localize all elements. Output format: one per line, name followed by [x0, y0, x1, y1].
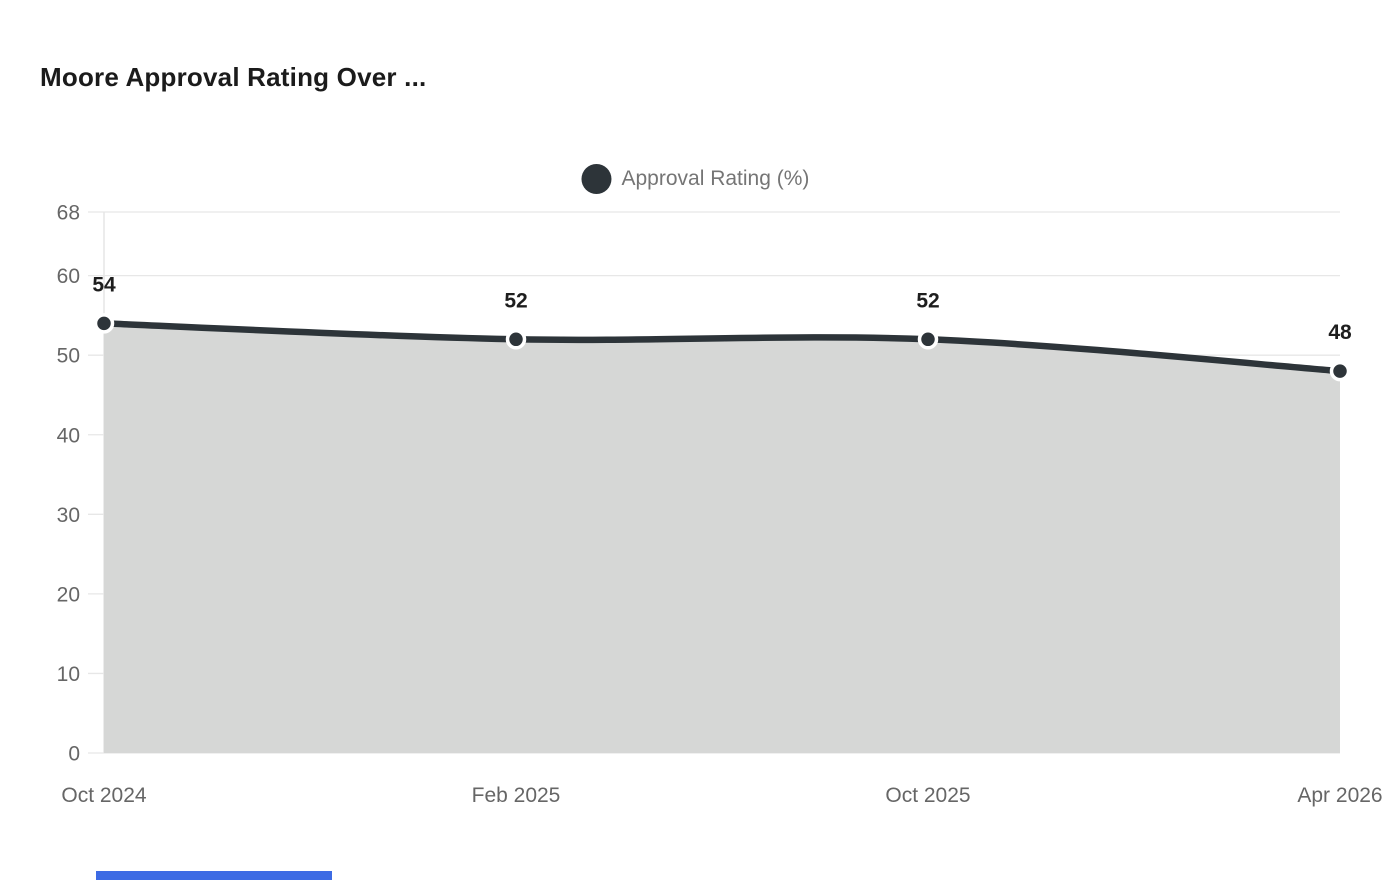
data-point-label: 54 — [92, 273, 116, 296]
data-point-label: 52 — [504, 289, 527, 312]
area-fill — [104, 323, 1340, 753]
x-tick-label: Oct 2025 — [885, 784, 970, 807]
x-tick-label: Oct 2024 — [61, 784, 147, 807]
y-tick-label: 68 — [57, 202, 80, 225]
y-tick-label: 0 — [68, 743, 80, 766]
trend-line — [100, 320, 1344, 375]
y-tick-label: 40 — [57, 424, 80, 447]
data-point-label: 48 — [1328, 321, 1352, 344]
chart-title: Moore Approval Rating Over ... — [40, 62, 427, 92]
y-tick-label: 20 — [57, 583, 80, 606]
x-tick-label: Feb 2025 — [472, 784, 561, 807]
legend-marker-icon — [581, 164, 612, 194]
y-tick-label: 50 — [57, 345, 80, 368]
data-point[interactable] — [93, 313, 115, 334]
y-tick-label: 60 — [57, 265, 80, 288]
y-tick-label: 10 — [57, 663, 80, 686]
y-tick-label: 30 — [57, 504, 80, 527]
legend-label: Approval Rating (%) — [621, 167, 810, 190]
data-point[interactable] — [505, 329, 527, 350]
data-point[interactable] — [917, 329, 939, 350]
x-tick-label: Apr 2026 — [1297, 784, 1382, 807]
bottom-progress-bar — [96, 871, 332, 880]
legend[interactable]: Approval Rating (%) — [581, 164, 809, 194]
data-point-label: 52 — [916, 289, 939, 312]
data-point[interactable] — [1329, 360, 1351, 382]
